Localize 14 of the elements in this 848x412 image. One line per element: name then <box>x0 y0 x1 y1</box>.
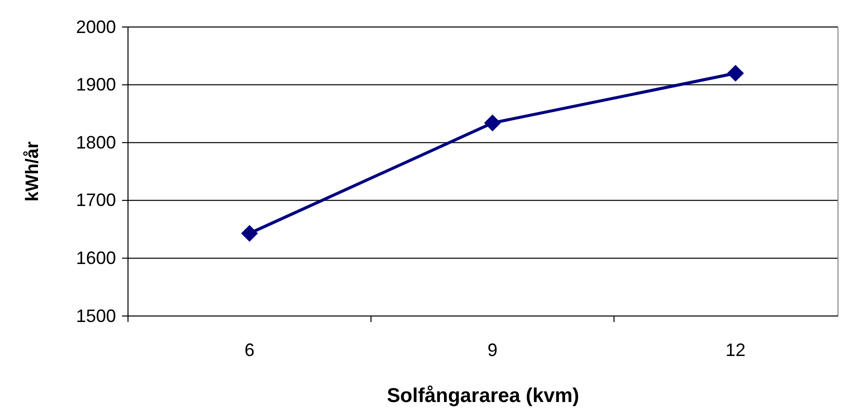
point <box>727 64 744 82</box>
y-tick-label: 1600 <box>76 248 116 268</box>
point <box>241 224 258 242</box>
y-axis-title: kWh/år <box>22 141 42 202</box>
x-tick-label: 6 <box>244 340 255 360</box>
x-tick-label: 12 <box>725 340 746 360</box>
point <box>484 114 501 132</box>
x-axis-title: Solfångararea (kvm) <box>386 385 580 407</box>
y-tick-label: 1700 <box>76 190 116 210</box>
y-tick-label: 2000 <box>76 16 116 37</box>
y-tick-label: 1800 <box>76 132 116 152</box>
y-tick-label: 1900 <box>76 74 116 95</box>
y-tick-label: 1500 <box>76 306 116 326</box>
x-tick-label: 9 <box>487 340 498 360</box>
